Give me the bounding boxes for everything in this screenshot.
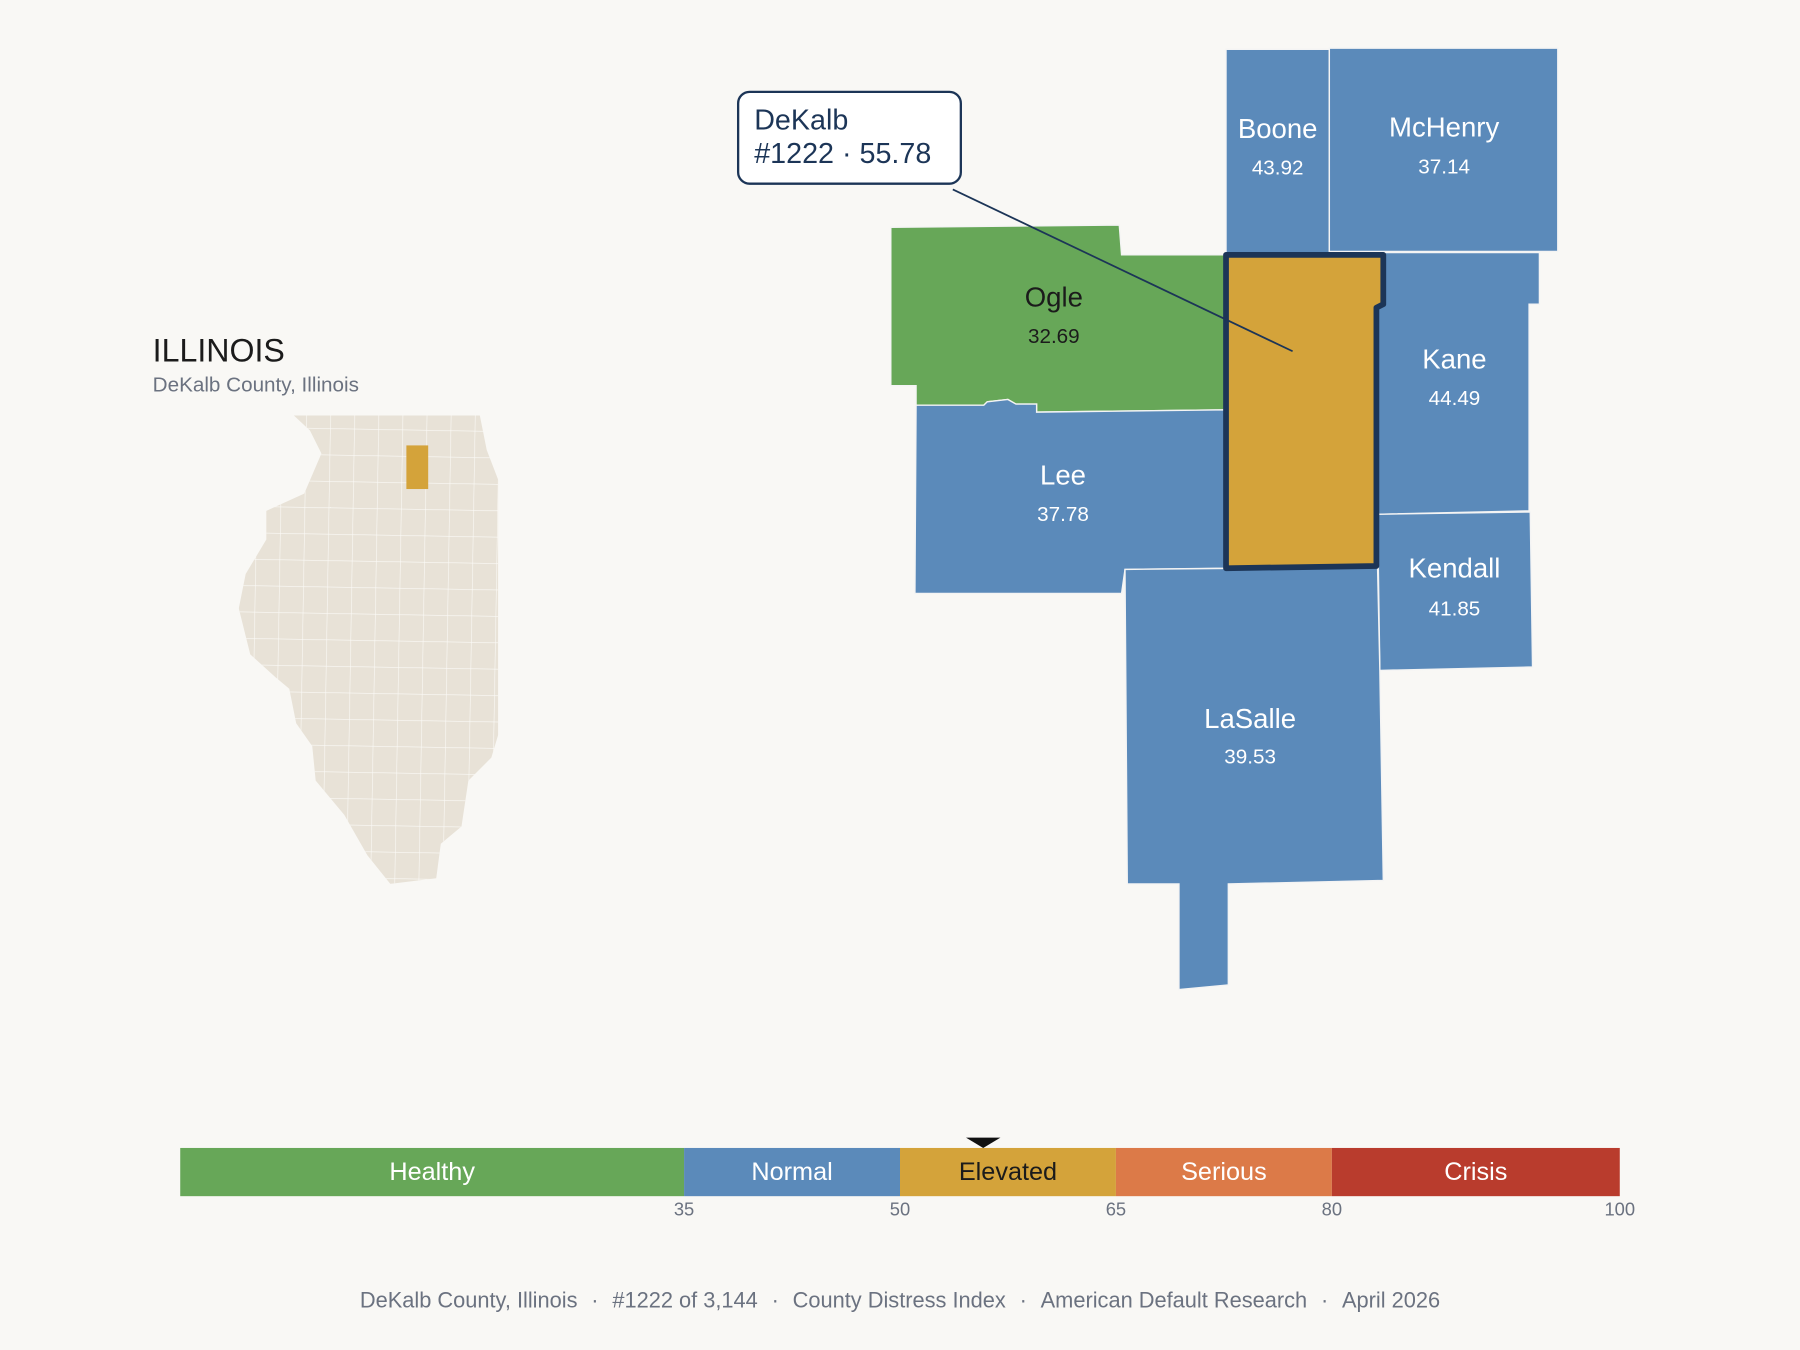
county-name: Boone (1238, 113, 1318, 144)
separator: · (842, 138, 852, 170)
scale-tick-label: 100 (1604, 1199, 1635, 1220)
county-shape (914, 398, 1227, 595)
county-score: 37.14 (1418, 155, 1470, 178)
scale-band-label: Normal (751, 1158, 832, 1186)
footer-separator: · (1020, 1288, 1027, 1313)
county-shape (890, 224, 1227, 413)
county-score: 39.53 (1224, 745, 1276, 768)
footer-item: DeKalb County, Illinois (360, 1288, 578, 1313)
county-shape (1124, 566, 1384, 991)
callout-rank: #1222 (754, 138, 834, 170)
inset-title: ILLINOIS (153, 333, 285, 369)
scale-tick-label: 80 (1322, 1199, 1342, 1220)
county-score: 43.92 (1252, 156, 1304, 179)
callout-detail: #1222 · 55.78 (754, 138, 931, 170)
county-score: 32.69 (1028, 325, 1080, 348)
inset-highlight (406, 445, 429, 490)
callout-name: DeKalb (754, 105, 848, 137)
footer-separator: · (591, 1288, 598, 1313)
footer-item: #1222 of 3,144 (612, 1288, 757, 1313)
callout-leader (952, 188, 1293, 353)
footer-separator: · (772, 1288, 779, 1313)
county-shape (1376, 511, 1534, 672)
county-shape (1375, 251, 1541, 515)
scale-band-label: Crisis (1444, 1158, 1507, 1186)
callout-box (736, 90, 962, 185)
county-score: 41.85 (1429, 597, 1481, 620)
county-score: 37.78 (1037, 503, 1089, 526)
scale-band (900, 1147, 1116, 1197)
county-group (890, 47, 1559, 991)
county-shape (1328, 47, 1559, 253)
scale-band-label: Serious (1181, 1158, 1267, 1186)
county-name: McHenry (1389, 112, 1499, 143)
scale-tick-label: 50 (890, 1199, 910, 1220)
county-score: 44.49 (1429, 387, 1481, 410)
county-name: LaSalle (1204, 703, 1296, 734)
scale-tick-label: 65 (1106, 1199, 1126, 1220)
scale-band-label: Elevated (959, 1158, 1057, 1186)
scale-tick-label: 35 (674, 1199, 694, 1220)
inset-subtitle: DeKalb County, Illinois (153, 373, 359, 396)
scale-marker (965, 1137, 1001, 1148)
footer-item: County Distress Index (793, 1288, 1006, 1313)
scale-band (180, 1147, 685, 1197)
scale-band (1115, 1147, 1332, 1197)
county-name: Kane (1422, 343, 1486, 374)
county-name: Kendall (1409, 552, 1501, 583)
county-name: Ogle (1025, 282, 1083, 313)
scale-band (1331, 1147, 1620, 1197)
footer-item: American Default Research (1041, 1288, 1308, 1313)
scale-band (684, 1147, 900, 1197)
footer-separator: · (1321, 1288, 1328, 1313)
focus-county (1223, 251, 1387, 572)
footer: DeKalb County, Illinois · #1222 of 3,144 · C… (360, 1288, 1440, 1313)
callout-score: 55.78 (860, 138, 932, 170)
scale-band-label: Healthy (389, 1158, 475, 1186)
county-name: Lee (1040, 459, 1086, 490)
county-shape (1225, 48, 1331, 256)
scale-legend: Healthy Normal Elevated Serious Crisis 35 50 65… (180, 1137, 1635, 1220)
footer-item: April 2026 (1342, 1288, 1440, 1313)
state-outline (238, 415, 499, 884)
